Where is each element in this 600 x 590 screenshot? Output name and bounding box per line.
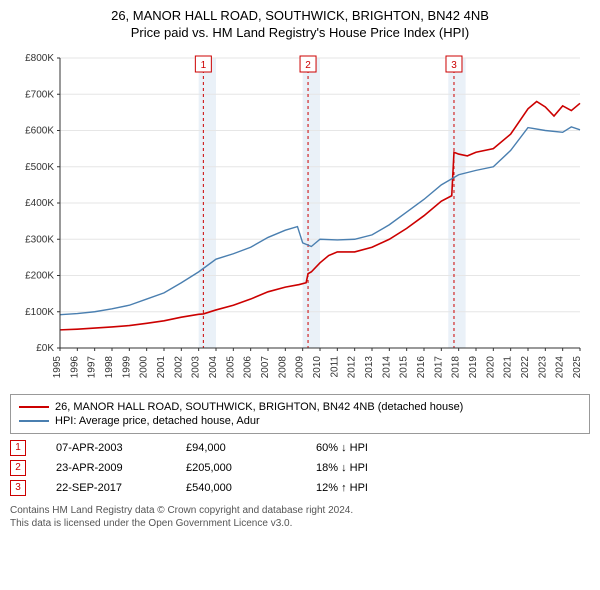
x-tick-label: 2016 <box>416 355 427 378</box>
x-tick-label: 2019 <box>468 355 479 378</box>
y-tick-label: £700K <box>25 89 54 100</box>
y-tick-label: £0K <box>36 343 54 354</box>
x-tick-label: 2025 <box>572 355 583 378</box>
x-tick-label: 2001 <box>156 355 167 378</box>
x-tick-label: 2005 <box>225 355 236 378</box>
legend-row: HPI: Average price, detached house, Adur <box>19 415 581 427</box>
x-tick-label: 1996 <box>69 355 80 378</box>
y-tick-label: £500K <box>25 162 54 173</box>
marker-delta: 60% ↓ HPI <box>316 442 416 454</box>
title-line-1: 26, MANOR HALL ROAD, SOUTHWICK, BRIGHTON… <box>10 8 590 25</box>
marker-price: £540,000 <box>186 482 286 494</box>
marker-number: 2 <box>305 60 311 71</box>
legend-swatch <box>19 406 49 408</box>
x-tick-label: 2021 <box>503 355 514 378</box>
x-tick-label: 2022 <box>520 355 531 378</box>
x-tick-label: 2007 <box>260 355 271 378</box>
markers-table: 1 07-APR-2003 £94,000 60% ↓ HPI 2 23-APR-2009… <box>10 440 590 496</box>
marker-table-row: 2 23-APR-2009 £205,000 18% ↓ HPI <box>10 460 590 476</box>
x-tick-label: 2012 <box>347 355 358 378</box>
legend-label: HPI: Average price, detached house, Adur <box>55 415 260 427</box>
marker-number: 1 <box>201 60 207 71</box>
legend-row: 26, MANOR HALL ROAD, SOUTHWICK, BRIGHTON… <box>19 401 581 413</box>
x-tick-label: 2008 <box>277 355 288 378</box>
x-tick-label: 2018 <box>451 355 462 378</box>
x-tick-label: 1995 <box>52 355 63 378</box>
marker-table-row: 3 22-SEP-2017 £540,000 12% ↑ HPI <box>10 480 590 496</box>
x-tick-label: 2002 <box>173 355 184 378</box>
x-tick-label: 1999 <box>121 355 132 378</box>
x-tick-label: 2014 <box>381 355 392 378</box>
line-chart: £0K £100K £200K £300K £400K £500K £600K £700K £8… <box>10 48 590 388</box>
marker-table-number: 3 <box>10 480 26 496</box>
x-tick-label: 2009 <box>295 355 306 378</box>
legend-swatch <box>19 420 49 422</box>
y-tick-label: £200K <box>25 270 54 281</box>
marker-price: £205,000 <box>186 462 286 474</box>
title-line-2: Price paid vs. HM Land Registry's House … <box>10 25 590 42</box>
footer-line-2: This data is licensed under the Open Gov… <box>10 517 590 530</box>
chart-area: £0K £100K £200K £300K £400K £500K £600K £700K £8… <box>10 48 590 388</box>
footer-line-1: Contains HM Land Registry data © Crown c… <box>10 504 590 517</box>
marker-date: 23-APR-2009 <box>56 462 156 474</box>
y-tick-label: £300K <box>25 234 54 245</box>
chart-title: 26, MANOR HALL ROAD, SOUTHWICK, BRIGHTON… <box>10 8 590 42</box>
y-tick-label: £400K <box>25 198 54 209</box>
marker-date: 07-APR-2003 <box>56 442 156 454</box>
x-tick-label: 2023 <box>537 355 548 378</box>
x-tick-label: 2013 <box>364 355 375 378</box>
marker-table-number: 2 <box>10 460 26 476</box>
y-tick-label: £600K <box>25 125 54 136</box>
marker-delta: 12% ↑ HPI <box>316 482 416 494</box>
x-tick-label: 2006 <box>243 355 254 378</box>
x-tick-label: 2024 <box>555 355 566 378</box>
x-tick-label: 2015 <box>399 355 410 378</box>
marker-delta: 18% ↓ HPI <box>316 462 416 474</box>
marker-table-row: 1 07-APR-2003 £94,000 60% ↓ HPI <box>10 440 590 456</box>
marker-table-number: 1 <box>10 440 26 456</box>
marker-price: £94,000 <box>186 442 286 454</box>
x-tick-label: 2010 <box>312 355 323 378</box>
footer: Contains HM Land Registry data © Crown c… <box>10 504 590 530</box>
x-tick-label: 2003 <box>191 355 202 378</box>
x-tick-label: 2011 <box>329 355 340 377</box>
marker-date: 22-SEP-2017 <box>56 482 156 494</box>
legend-label: 26, MANOR HALL ROAD, SOUTHWICK, BRIGHTON… <box>55 401 463 413</box>
marker-number: 3 <box>451 60 457 71</box>
x-tick-label: 2020 <box>485 355 496 378</box>
page: 26, MANOR HALL ROAD, SOUTHWICK, BRIGHTON… <box>0 0 600 538</box>
y-tick-label: £800K <box>25 53 54 64</box>
y-tick-label: £100K <box>25 307 54 318</box>
x-tick-label: 2004 <box>208 355 219 378</box>
x-tick-label: 1998 <box>104 355 115 378</box>
legend: 26, MANOR HALL ROAD, SOUTHWICK, BRIGHTON… <box>10 394 590 434</box>
x-tick-label: 2000 <box>139 355 150 378</box>
x-tick-label: 2017 <box>433 355 444 378</box>
x-tick-label: 1997 <box>87 355 98 378</box>
